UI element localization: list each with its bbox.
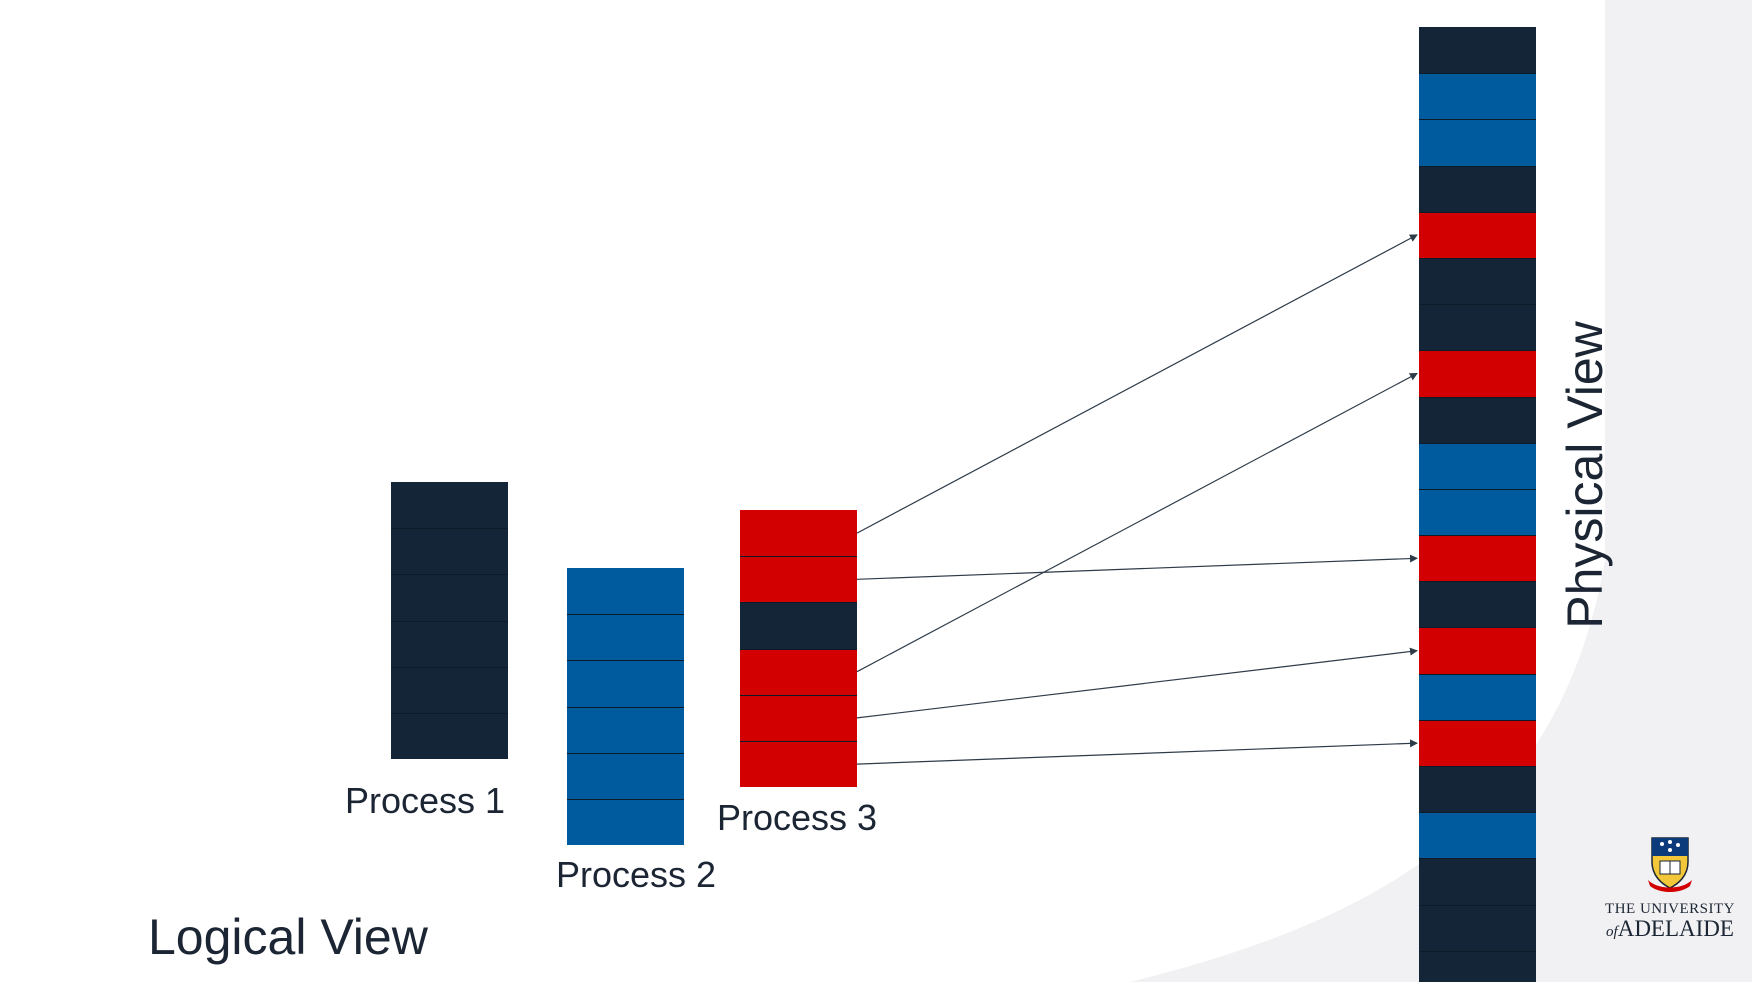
process-2-page-2 [567, 660, 684, 707]
physical-frame-0 [1419, 27, 1536, 74]
process-2-page-5 [567, 798, 684, 846]
process-1-page-0 [391, 482, 508, 529]
mapping-arrow-2 [856, 372, 1418, 673]
physical-frame-11 [1419, 535, 1536, 582]
mapping-arrow-3 [856, 647, 1418, 719]
process-1-page-3 [391, 620, 508, 667]
physical-frame-19 [1419, 904, 1536, 951]
logo-line2: ADELAIDE [1617, 916, 1734, 941]
process-2-page-4 [567, 752, 684, 799]
university-crest-icon [1648, 837, 1692, 892]
process-2-page-3 [567, 706, 684, 753]
physical-frame-15 [1419, 719, 1536, 766]
process-1-page-4 [391, 666, 508, 713]
process-2-page-0 [567, 568, 684, 615]
physical-frame-18 [1419, 858, 1536, 905]
process-3-label: Process 3 [717, 797, 878, 838]
process-3-page-1 [740, 556, 857, 603]
physical-frame-5 [1419, 257, 1536, 305]
physical-frame-2 [1419, 119, 1536, 166]
physical-frame-12 [1419, 581, 1536, 628]
process-1-page-1 [391, 528, 508, 575]
process-1-page-5 [391, 712, 508, 760]
process-2-block [567, 568, 684, 846]
process-1-block [391, 482, 508, 760]
process-3-page-0 [740, 510, 857, 557]
logical-view-title: Logical View [148, 909, 428, 965]
process-1-page-2 [391, 574, 508, 621]
physical-frame-6 [1419, 304, 1536, 351]
process-2-label: Process 2 [556, 854, 717, 895]
physical-frame-3 [1419, 165, 1536, 212]
logo-of: of [1606, 924, 1618, 940]
process-3-page-3 [740, 648, 857, 695]
process-3-block [740, 510, 857, 788]
physical-frame-9 [1419, 442, 1536, 489]
physical-frame-13 [1419, 627, 1536, 674]
mapping-arrow-4 [856, 739, 1418, 765]
physical-view-title: Physical View [1557, 321, 1613, 629]
process-3-page-2 [740, 602, 857, 649]
physical-frame-20 [1419, 950, 1536, 982]
physical-frame-8 [1419, 396, 1536, 443]
university-logo: THE UNIVERSITY ofADELAIDE [1600, 836, 1740, 942]
mapping-arrow-1 [856, 554, 1418, 580]
process-3-page-5 [740, 740, 857, 788]
physical-memory-column [1419, 27, 1536, 982]
background-swoosh [1130, 0, 1752, 982]
physical-frame-10 [1419, 488, 1536, 536]
logo-line1: THE UNIVERSITY [1605, 901, 1735, 917]
physical-frame-17 [1419, 812, 1536, 859]
process-3-page-4 [740, 694, 857, 741]
physical-frame-7 [1419, 350, 1536, 397]
mapping-arrow-0 [856, 234, 1418, 534]
physical-frame-14 [1419, 673, 1536, 720]
physical-frame-1 [1419, 73, 1536, 120]
logo-line2-wrapper: ofADELAIDE [1600, 916, 1740, 942]
process-1-label: Process 1 [345, 780, 506, 821]
physical-frame-16 [1419, 766, 1536, 813]
physical-frame-4 [1419, 211, 1536, 258]
process-2-page-1 [567, 614, 684, 661]
